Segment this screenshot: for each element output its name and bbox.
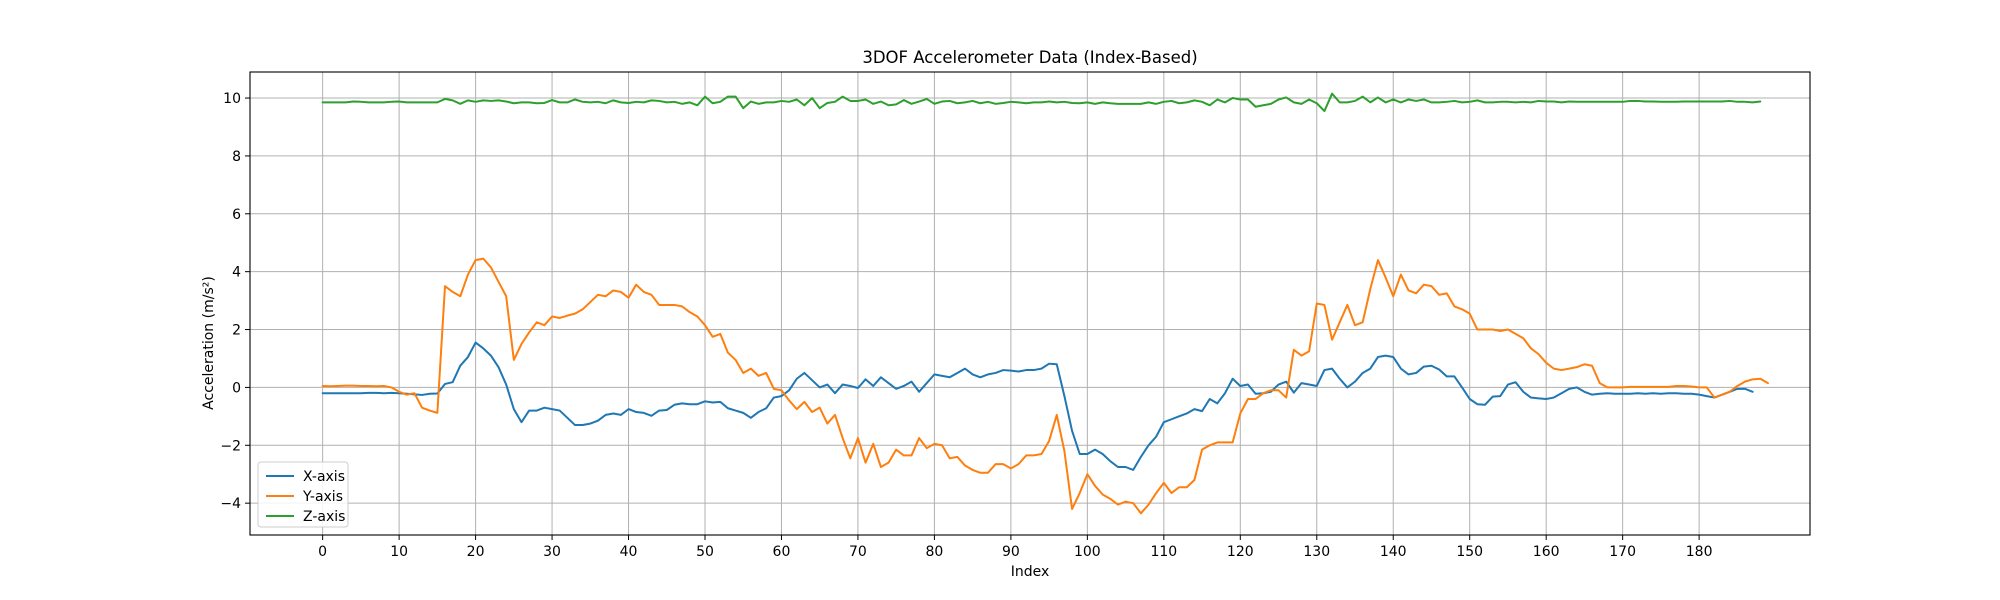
x-tick-label: 150: [1456, 544, 1483, 560]
x-tick-label: 70: [849, 544, 867, 560]
x-tick-label: 180: [1686, 544, 1713, 560]
x-tick-label: 0: [318, 544, 327, 560]
x-tick-label: 50: [696, 544, 714, 560]
legend: X-axis Y-axis Z-axis: [257, 461, 349, 528]
x-tick-label: 40: [620, 544, 638, 560]
y-tick-label: −4: [220, 496, 241, 512]
x-tick-label: 160: [1533, 544, 1560, 560]
x-tick-label: 100: [1074, 544, 1101, 560]
legend-label: X-axis: [303, 469, 345, 485]
y-ticks: −4 −2 0 2 4 6 8 10: [220, 91, 250, 512]
legend-label: Y-axis: [302, 489, 343, 505]
x-tick-label: 30: [543, 544, 561, 560]
y-tick-label: −2: [220, 438, 241, 454]
chart-title: 3DOF Accelerometer Data (Index-Based): [862, 48, 1197, 67]
x-ticks: 0 10 20 30 40 50 60 70 80 90 100 110 120 130 140 150 160…: [318, 535, 1712, 560]
y-tick-label: 4: [232, 265, 241, 281]
x-tick-label: 130: [1303, 544, 1330, 560]
y-tick-label: 8: [232, 149, 241, 165]
x-axis-label: Index: [1011, 564, 1050, 580]
series-line-y-axis: [321, 257, 1769, 515]
x-tick-label: 10: [390, 544, 408, 560]
series-line-z-axis: [321, 92, 1762, 113]
x-tick-label: 120: [1227, 544, 1254, 560]
legend-label: Z-axis: [303, 509, 345, 525]
y-tick-label: 2: [232, 323, 241, 339]
series-line-x-axis: [321, 341, 1754, 471]
x-tick-label: 110: [1150, 544, 1177, 560]
y-tick-label: 10: [223, 91, 241, 107]
y-axis-label: Acceleration (m/s²): [201, 276, 217, 410]
x-tick-label: 20: [467, 544, 485, 560]
x-tick-label: 170: [1609, 544, 1636, 560]
x-tick-label: 80: [925, 544, 943, 560]
y-tick-label: 0: [232, 380, 241, 396]
y-tick-label: 6: [232, 207, 241, 223]
x-tick-label: 60: [773, 544, 791, 560]
legend-box: [257, 461, 349, 528]
series-group: [321, 92, 1769, 515]
grid: [250, 72, 1810, 535]
x-tick-label: 140: [1380, 544, 1407, 560]
plot-frame: [249, 71, 1811, 536]
x-tick-label: 90: [1002, 544, 1020, 560]
